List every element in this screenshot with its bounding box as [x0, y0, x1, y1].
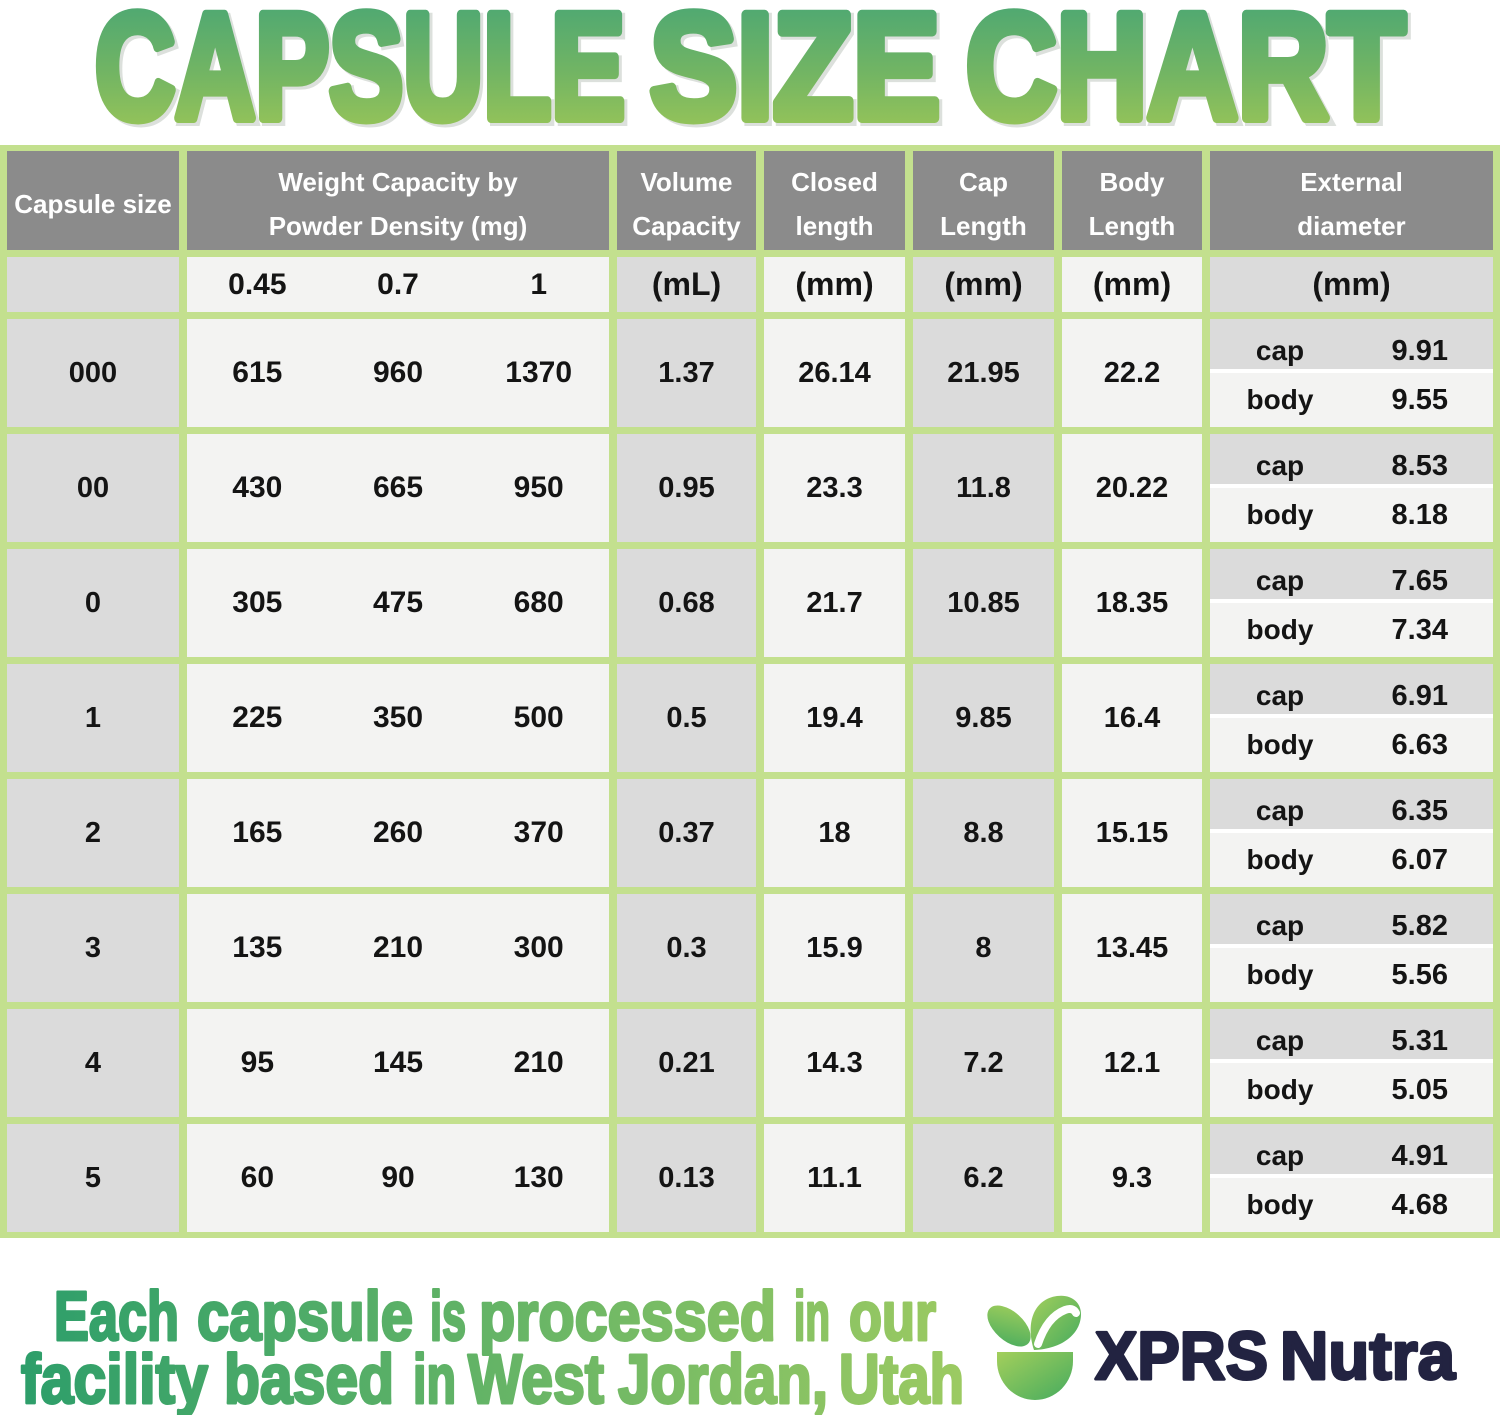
svg-text:Each: Each: [54, 1277, 179, 1355]
svg-text:CAPSULE: CAPSULE: [95, 0, 625, 145]
svg-text:CAPSULE: CAPSULE: [98, 0, 628, 145]
svg-text:capsule: capsule: [197, 1277, 413, 1355]
svg-text:XPRS: XPRS: [1095, 1318, 1268, 1394]
svg-text:in: in: [794, 1277, 830, 1355]
svg-text:our: our: [849, 1277, 936, 1355]
svg-text:Nutra: Nutra: [1280, 1318, 1456, 1394]
svg-text:SIZE: SIZE: [650, 0, 940, 145]
svg-text:facility: facility: [21, 1340, 208, 1415]
svg-text:based: based: [224, 1340, 394, 1415]
svg-text:in: in: [413, 1340, 456, 1415]
svg-text:SIZE: SIZE: [653, 0, 943, 145]
svg-text:West: West: [468, 1340, 604, 1415]
svg-text:CHART: CHART: [966, 0, 1405, 145]
svg-text:Jordan,: Jordan,: [618, 1340, 828, 1415]
svg-text:is: is: [430, 1277, 466, 1355]
svg-text:CHART: CHART: [969, 0, 1408, 145]
svg-text:Utah: Utah: [839, 1340, 964, 1415]
svg-text:processed: processed: [479, 1277, 776, 1355]
